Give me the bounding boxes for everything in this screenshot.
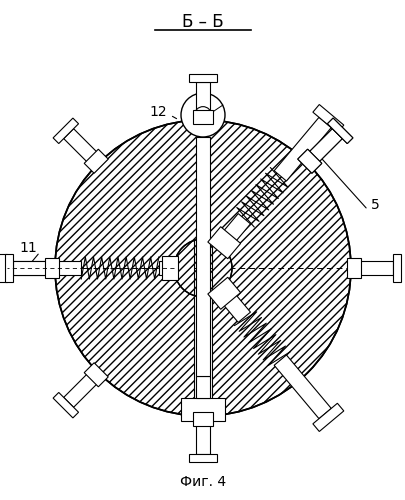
Polygon shape [297, 149, 321, 173]
Polygon shape [327, 118, 352, 144]
Polygon shape [13, 261, 55, 275]
Polygon shape [192, 110, 213, 124]
Polygon shape [158, 261, 172, 275]
Bar [181, 398, 224, 421]
Polygon shape [53, 118, 78, 144]
Bar [196, 137, 209, 376]
Text: Б – Б: Б – Б [182, 13, 223, 31]
Polygon shape [45, 258, 59, 278]
Polygon shape [5, 254, 13, 282]
Polygon shape [207, 278, 240, 310]
Polygon shape [346, 258, 360, 278]
Polygon shape [53, 392, 78, 418]
Polygon shape [216, 214, 250, 250]
Polygon shape [392, 254, 400, 282]
Text: 5: 5 [370, 198, 378, 212]
Polygon shape [7, 261, 81, 275]
Polygon shape [189, 74, 216, 82]
Polygon shape [312, 104, 343, 132]
Bar [196, 376, 209, 398]
Text: 11: 11 [19, 241, 37, 255]
Polygon shape [64, 368, 103, 408]
Polygon shape [64, 128, 103, 168]
Circle shape [181, 93, 224, 137]
Polygon shape [0, 254, 7, 282]
Polygon shape [189, 454, 216, 462]
Polygon shape [192, 412, 213, 426]
Text: 12: 12 [149, 105, 166, 119]
Polygon shape [84, 363, 108, 387]
Text: Фиг. 4: Фиг. 4 [179, 475, 226, 489]
Polygon shape [327, 118, 352, 144]
Polygon shape [162, 256, 177, 280]
Polygon shape [216, 286, 250, 322]
Circle shape [174, 239, 231, 297]
Polygon shape [196, 82, 209, 120]
Polygon shape [297, 149, 321, 173]
Bar [194, 239, 211, 416]
Circle shape [55, 120, 350, 416]
Polygon shape [350, 261, 392, 275]
Polygon shape [302, 128, 341, 168]
Polygon shape [273, 355, 330, 418]
Polygon shape [84, 149, 108, 173]
Polygon shape [196, 416, 209, 454]
Polygon shape [302, 128, 341, 168]
Polygon shape [312, 404, 343, 431]
Polygon shape [273, 118, 330, 181]
Polygon shape [207, 226, 240, 258]
